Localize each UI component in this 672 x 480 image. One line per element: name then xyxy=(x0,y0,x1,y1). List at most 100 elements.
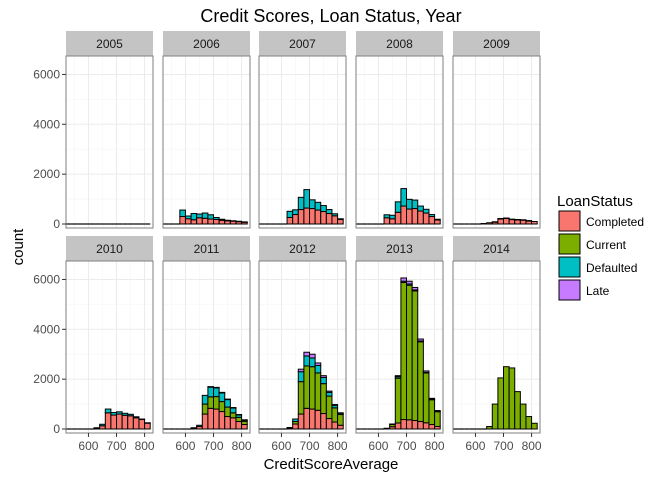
strip-background xyxy=(259,31,346,56)
strip-background xyxy=(356,236,443,261)
facet-panel-2012: 2012 600 700 800 xyxy=(258,236,348,453)
bar-completed xyxy=(422,422,430,430)
bar-current xyxy=(434,411,441,428)
bar-defaulted xyxy=(229,220,237,222)
strip-label: 2011 xyxy=(194,242,220,256)
strip-background xyxy=(163,236,250,261)
bar-completed xyxy=(503,218,510,225)
bar-completed xyxy=(411,208,419,225)
bar-defaulted xyxy=(207,214,215,220)
legend-item-defaulted: Defaulted xyxy=(558,256,637,278)
panel-border xyxy=(162,260,251,434)
bar-defaulted xyxy=(389,214,396,220)
bar-completed xyxy=(337,219,344,225)
bar-completed xyxy=(400,419,408,430)
x-tick-label: 800 xyxy=(232,439,252,453)
legend-label: Defaulted xyxy=(586,261,637,275)
legend-item-current: Current xyxy=(558,233,627,255)
bar-completed xyxy=(508,219,516,225)
y-axis-title: count xyxy=(10,228,27,266)
strip-label: 2013 xyxy=(386,242,413,256)
bar-completed xyxy=(127,415,134,430)
bar-late xyxy=(434,410,441,412)
bar-current xyxy=(525,416,533,430)
bar-defaulted xyxy=(286,427,294,429)
facet-panel-2009: 2009 xyxy=(452,31,541,229)
strip-label: 2005 xyxy=(96,37,123,51)
panel-border xyxy=(65,260,154,434)
x-tick-label: 600 xyxy=(465,439,485,453)
bar-completed xyxy=(480,223,488,225)
bar-completed xyxy=(394,211,402,225)
x-tick-label: 700 xyxy=(494,439,514,453)
bar-completed xyxy=(417,210,424,225)
legend-label: Completed xyxy=(586,215,644,229)
bar-defaulted xyxy=(406,198,413,210)
bar-completed xyxy=(218,219,226,225)
x-tick-label: 800 xyxy=(328,439,348,453)
x-tick-label: 800 xyxy=(135,439,155,453)
bar-defaulted xyxy=(224,399,231,408)
bar-completed xyxy=(383,427,391,430)
bar-defaulted xyxy=(218,392,226,403)
bar-defaulted xyxy=(138,418,146,421)
bar-current xyxy=(218,401,226,413)
bar-defaulted xyxy=(213,387,220,398)
bar-completed xyxy=(224,416,231,430)
bar-defaulted xyxy=(201,394,209,405)
bar-completed xyxy=(428,216,436,225)
bar-late xyxy=(235,414,243,416)
y-tick-label: 0 xyxy=(53,422,60,436)
bar-completed xyxy=(104,412,112,430)
bar-late xyxy=(331,404,339,406)
bar-completed xyxy=(297,209,305,225)
bar-completed xyxy=(422,212,430,225)
bar-defaulted xyxy=(132,416,140,419)
bar-defaulted xyxy=(241,221,248,223)
bar-defaulted xyxy=(286,210,294,219)
bar-defaulted xyxy=(337,218,344,221)
bar-completed xyxy=(331,421,339,430)
panel-border xyxy=(258,55,347,229)
bar-current xyxy=(320,383,327,415)
bar-current xyxy=(406,284,413,421)
bar-late xyxy=(207,386,215,388)
bar-completed xyxy=(218,411,226,430)
bar-defaulted xyxy=(190,427,198,429)
bar-defaulted xyxy=(525,220,533,222)
bar-current xyxy=(297,381,305,415)
bar-defaulted xyxy=(400,188,408,207)
bar-defaulted xyxy=(196,213,203,219)
panel-background xyxy=(453,56,540,228)
x-tick-label: 600 xyxy=(78,439,98,453)
panel-border xyxy=(452,55,541,229)
bar-current xyxy=(314,372,322,411)
bar-current xyxy=(417,341,424,423)
bar-completed xyxy=(303,207,311,225)
bar-late xyxy=(229,407,237,409)
panel-border xyxy=(65,55,154,229)
bar-current xyxy=(229,412,237,419)
bar-late xyxy=(309,353,316,359)
x-tick-label: 600 xyxy=(271,439,291,453)
strip-background xyxy=(356,31,443,56)
bar-late xyxy=(325,390,333,393)
bar-defaulted xyxy=(411,199,419,210)
bar-current xyxy=(201,403,209,415)
bar-current xyxy=(508,367,516,430)
bar-completed xyxy=(314,409,322,430)
bar-defaulted xyxy=(99,423,106,427)
bar-late xyxy=(400,277,408,282)
bar-current xyxy=(411,290,419,422)
strip-background xyxy=(453,236,540,261)
bar-defaulted xyxy=(297,196,305,211)
bar-late xyxy=(297,368,305,373)
bar-completed xyxy=(201,217,209,225)
facet-panel-2007: 2007 xyxy=(258,31,347,229)
bar-defaulted xyxy=(491,221,499,223)
strip-label: 2014 xyxy=(483,242,510,256)
bar-completed xyxy=(297,413,305,430)
bar-current xyxy=(224,406,231,418)
bar-completed xyxy=(144,422,151,430)
